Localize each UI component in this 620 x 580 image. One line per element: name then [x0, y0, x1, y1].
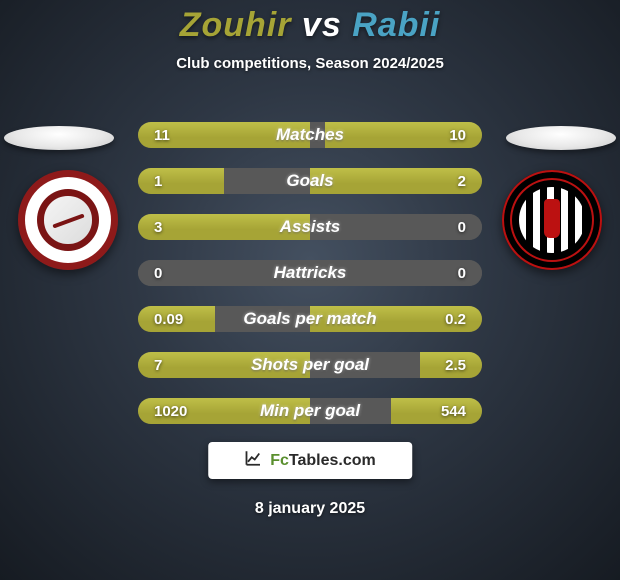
stat-bar-track [138, 168, 482, 194]
stat-value-right: 0 [454, 210, 470, 244]
stat-row: Shots per goal72.5 [110, 348, 510, 382]
stat-row: Assists30 [110, 210, 510, 244]
stats-panel: Matches1110Goals12Assists30Hattricks00Go… [110, 118, 510, 440]
stat-row: Hattricks00 [110, 256, 510, 290]
content: Zouhir vs Rabii Club competitions, Seaso… [0, 0, 620, 580]
stat-bar-right-remainder [310, 352, 420, 378]
crest-stripes [519, 187, 585, 253]
stat-bar-track [138, 122, 482, 148]
crest-ring-inner [25, 177, 111, 263]
stat-row: Matches1110 [110, 118, 510, 152]
player1-platform [4, 126, 114, 150]
crest-ring [502, 170, 602, 270]
crest-emblem [44, 196, 91, 243]
player2-platform [506, 126, 616, 150]
stat-bar-right-remainder [310, 398, 391, 424]
crest-ring [18, 170, 118, 270]
brand-suffix: Tables.com [289, 452, 376, 469]
stat-value-right: 0.2 [441, 302, 470, 336]
stat-bar-track [138, 214, 482, 240]
stat-bar-track [138, 352, 482, 378]
stat-bar-left-remainder [224, 168, 310, 194]
stat-value-right: 10 [445, 118, 470, 152]
stat-value-left: 0 [150, 256, 166, 290]
stat-bar-right-remainder [310, 122, 325, 148]
stat-value-right: 0 [454, 256, 470, 290]
stat-value-left: 0.09 [150, 302, 187, 336]
stat-row: Min per goal1020544 [110, 394, 510, 428]
crest-core-ring [37, 189, 99, 251]
stat-value-right: 2 [454, 164, 470, 198]
title-vs: vs [302, 6, 342, 44]
date-text: 8 january 2025 [0, 500, 620, 518]
subtitle: Club competitions, Season 2024/2025 [0, 55, 620, 72]
brand-text: FcTables.com [270, 452, 376, 470]
stat-bar-left-remainder [215, 306, 310, 332]
stat-bar-track [138, 306, 482, 332]
stat-value-left: 1020 [150, 394, 191, 428]
chart-icon [244, 449, 262, 472]
stat-bar-track [138, 260, 482, 286]
stat-row: Goals per match0.090.2 [110, 302, 510, 336]
stat-value-left: 1 [150, 164, 166, 198]
stat-row: Goals12 [110, 164, 510, 198]
stat-value-left: 3 [150, 210, 166, 244]
page-title: Zouhir vs Rabii [0, 0, 620, 45]
brand-prefix: Fc [270, 452, 289, 469]
brand-badge: FcTables.com [208, 442, 412, 479]
stat-value-left: 7 [150, 348, 166, 382]
stat-value-right: 2.5 [441, 348, 470, 382]
player1-club-crest [18, 170, 118, 270]
stat-value-right: 544 [437, 394, 470, 428]
title-player2: Rabii [352, 6, 440, 44]
player2-club-crest [502, 170, 602, 270]
stat-value-left: 11 [150, 118, 174, 152]
title-player1: Zouhir [180, 6, 292, 44]
